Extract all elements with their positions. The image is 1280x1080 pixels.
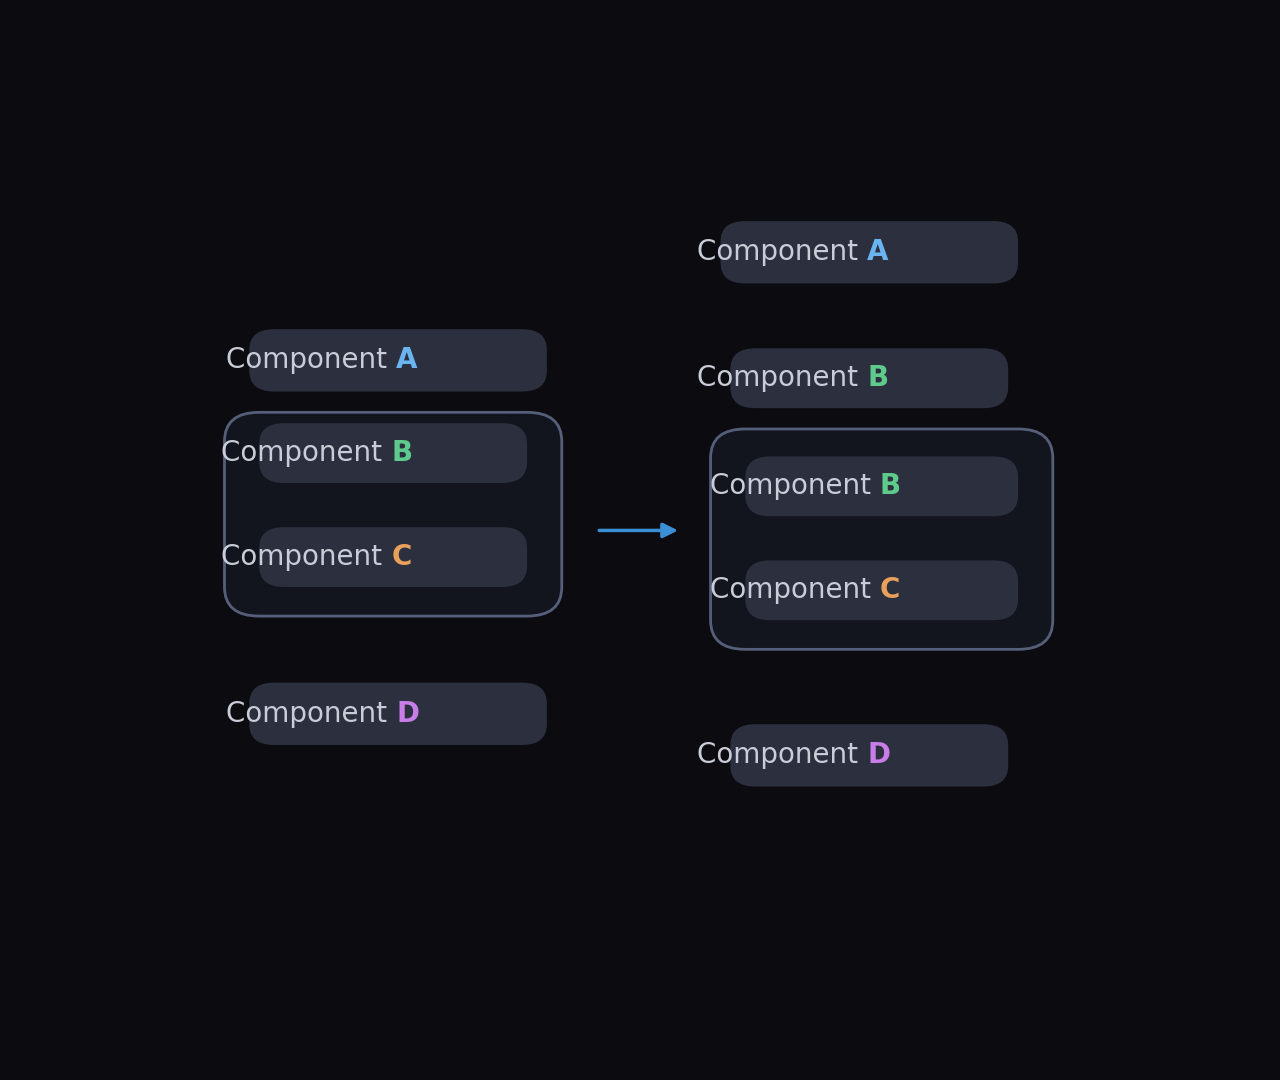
Text: C: C	[879, 577, 900, 605]
Text: A: A	[868, 239, 888, 267]
Text: Component: Component	[698, 364, 868, 392]
Text: D: D	[396, 700, 419, 728]
Text: Component: Component	[221, 543, 392, 571]
Text: C: C	[392, 543, 411, 571]
FancyBboxPatch shape	[731, 349, 1009, 408]
FancyBboxPatch shape	[250, 329, 547, 392]
FancyBboxPatch shape	[259, 527, 527, 588]
Text: Component: Component	[227, 347, 396, 375]
Text: Component: Component	[698, 741, 868, 769]
FancyBboxPatch shape	[710, 429, 1053, 649]
Text: B: B	[879, 472, 901, 500]
FancyBboxPatch shape	[721, 221, 1018, 283]
FancyBboxPatch shape	[259, 423, 527, 483]
FancyBboxPatch shape	[731, 725, 1009, 786]
Text: Component: Component	[710, 472, 879, 500]
Text: Component: Component	[221, 440, 392, 467]
Text: Component: Component	[227, 700, 396, 728]
Text: A: A	[396, 347, 417, 375]
Text: B: B	[868, 364, 888, 392]
FancyBboxPatch shape	[745, 561, 1018, 620]
FancyBboxPatch shape	[224, 413, 562, 616]
FancyBboxPatch shape	[745, 457, 1018, 516]
Text: B: B	[392, 440, 412, 467]
FancyBboxPatch shape	[250, 683, 547, 745]
Text: Component: Component	[710, 577, 879, 605]
Text: Component: Component	[698, 239, 868, 267]
Text: D: D	[868, 741, 891, 769]
